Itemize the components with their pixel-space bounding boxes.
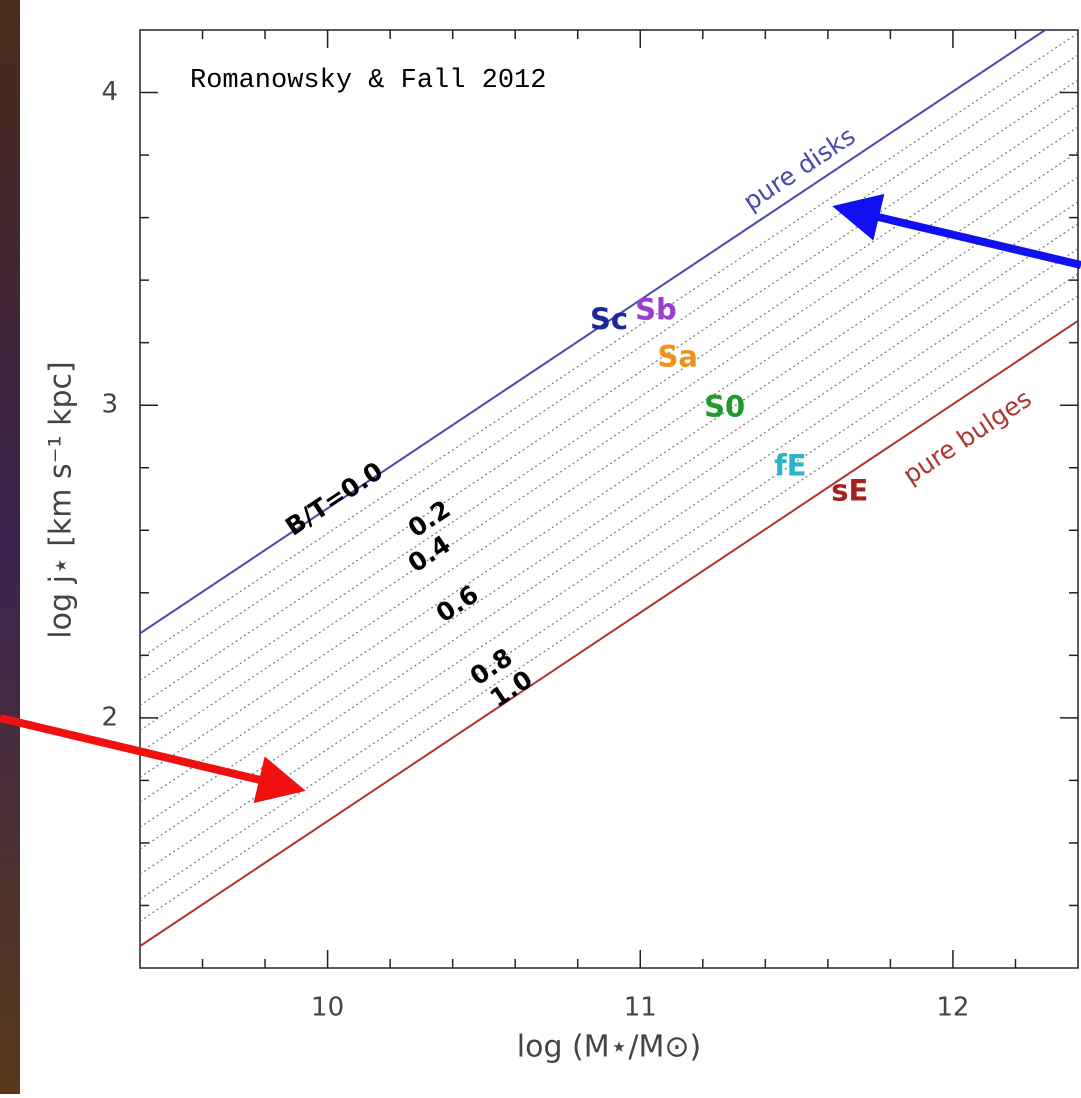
x-tick-label: 10 xyxy=(311,993,344,1023)
y-tick-label: 3 xyxy=(101,390,118,420)
galaxy-type-label: sE xyxy=(831,474,868,508)
galaxy-type-label: fE xyxy=(774,449,806,483)
x-axis-label: log (M⋆/M⊙) xyxy=(517,1030,701,1065)
y-tick-label: 2 xyxy=(101,702,118,732)
y-tick-label: 4 xyxy=(101,77,118,107)
x-tick-label: 11 xyxy=(624,993,657,1023)
galaxy-type-label: S0 xyxy=(704,389,745,423)
galaxy-type-label: Sa xyxy=(658,339,698,373)
page: {"chart_data":{"type":"line","title":"Ro… xyxy=(0,0,1081,1094)
x-tick-label: 12 xyxy=(936,993,969,1023)
galaxy-type-label: Sc xyxy=(590,302,628,336)
y-axis-label: log j⋆ [km s⁻¹ kpc] xyxy=(44,361,79,638)
panel xyxy=(20,0,1081,1094)
chart-title: Romanowsky & Fall 2012 xyxy=(190,66,546,96)
galaxy-type-label: Sb xyxy=(635,292,677,326)
chart: Romanowsky & Fall 2012 log (M⋆/M⊙) log j… xyxy=(0,0,1081,1094)
